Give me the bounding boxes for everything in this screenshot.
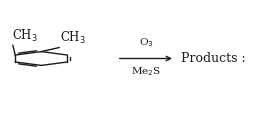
- Text: O$_3$: O$_3$: [138, 37, 153, 49]
- Text: Me$_2$S: Me$_2$S: [131, 65, 161, 78]
- Text: Products :: Products :: [181, 52, 245, 65]
- Text: CH$_3$: CH$_3$: [12, 28, 38, 44]
- Text: CH$_3$: CH$_3$: [60, 30, 86, 46]
